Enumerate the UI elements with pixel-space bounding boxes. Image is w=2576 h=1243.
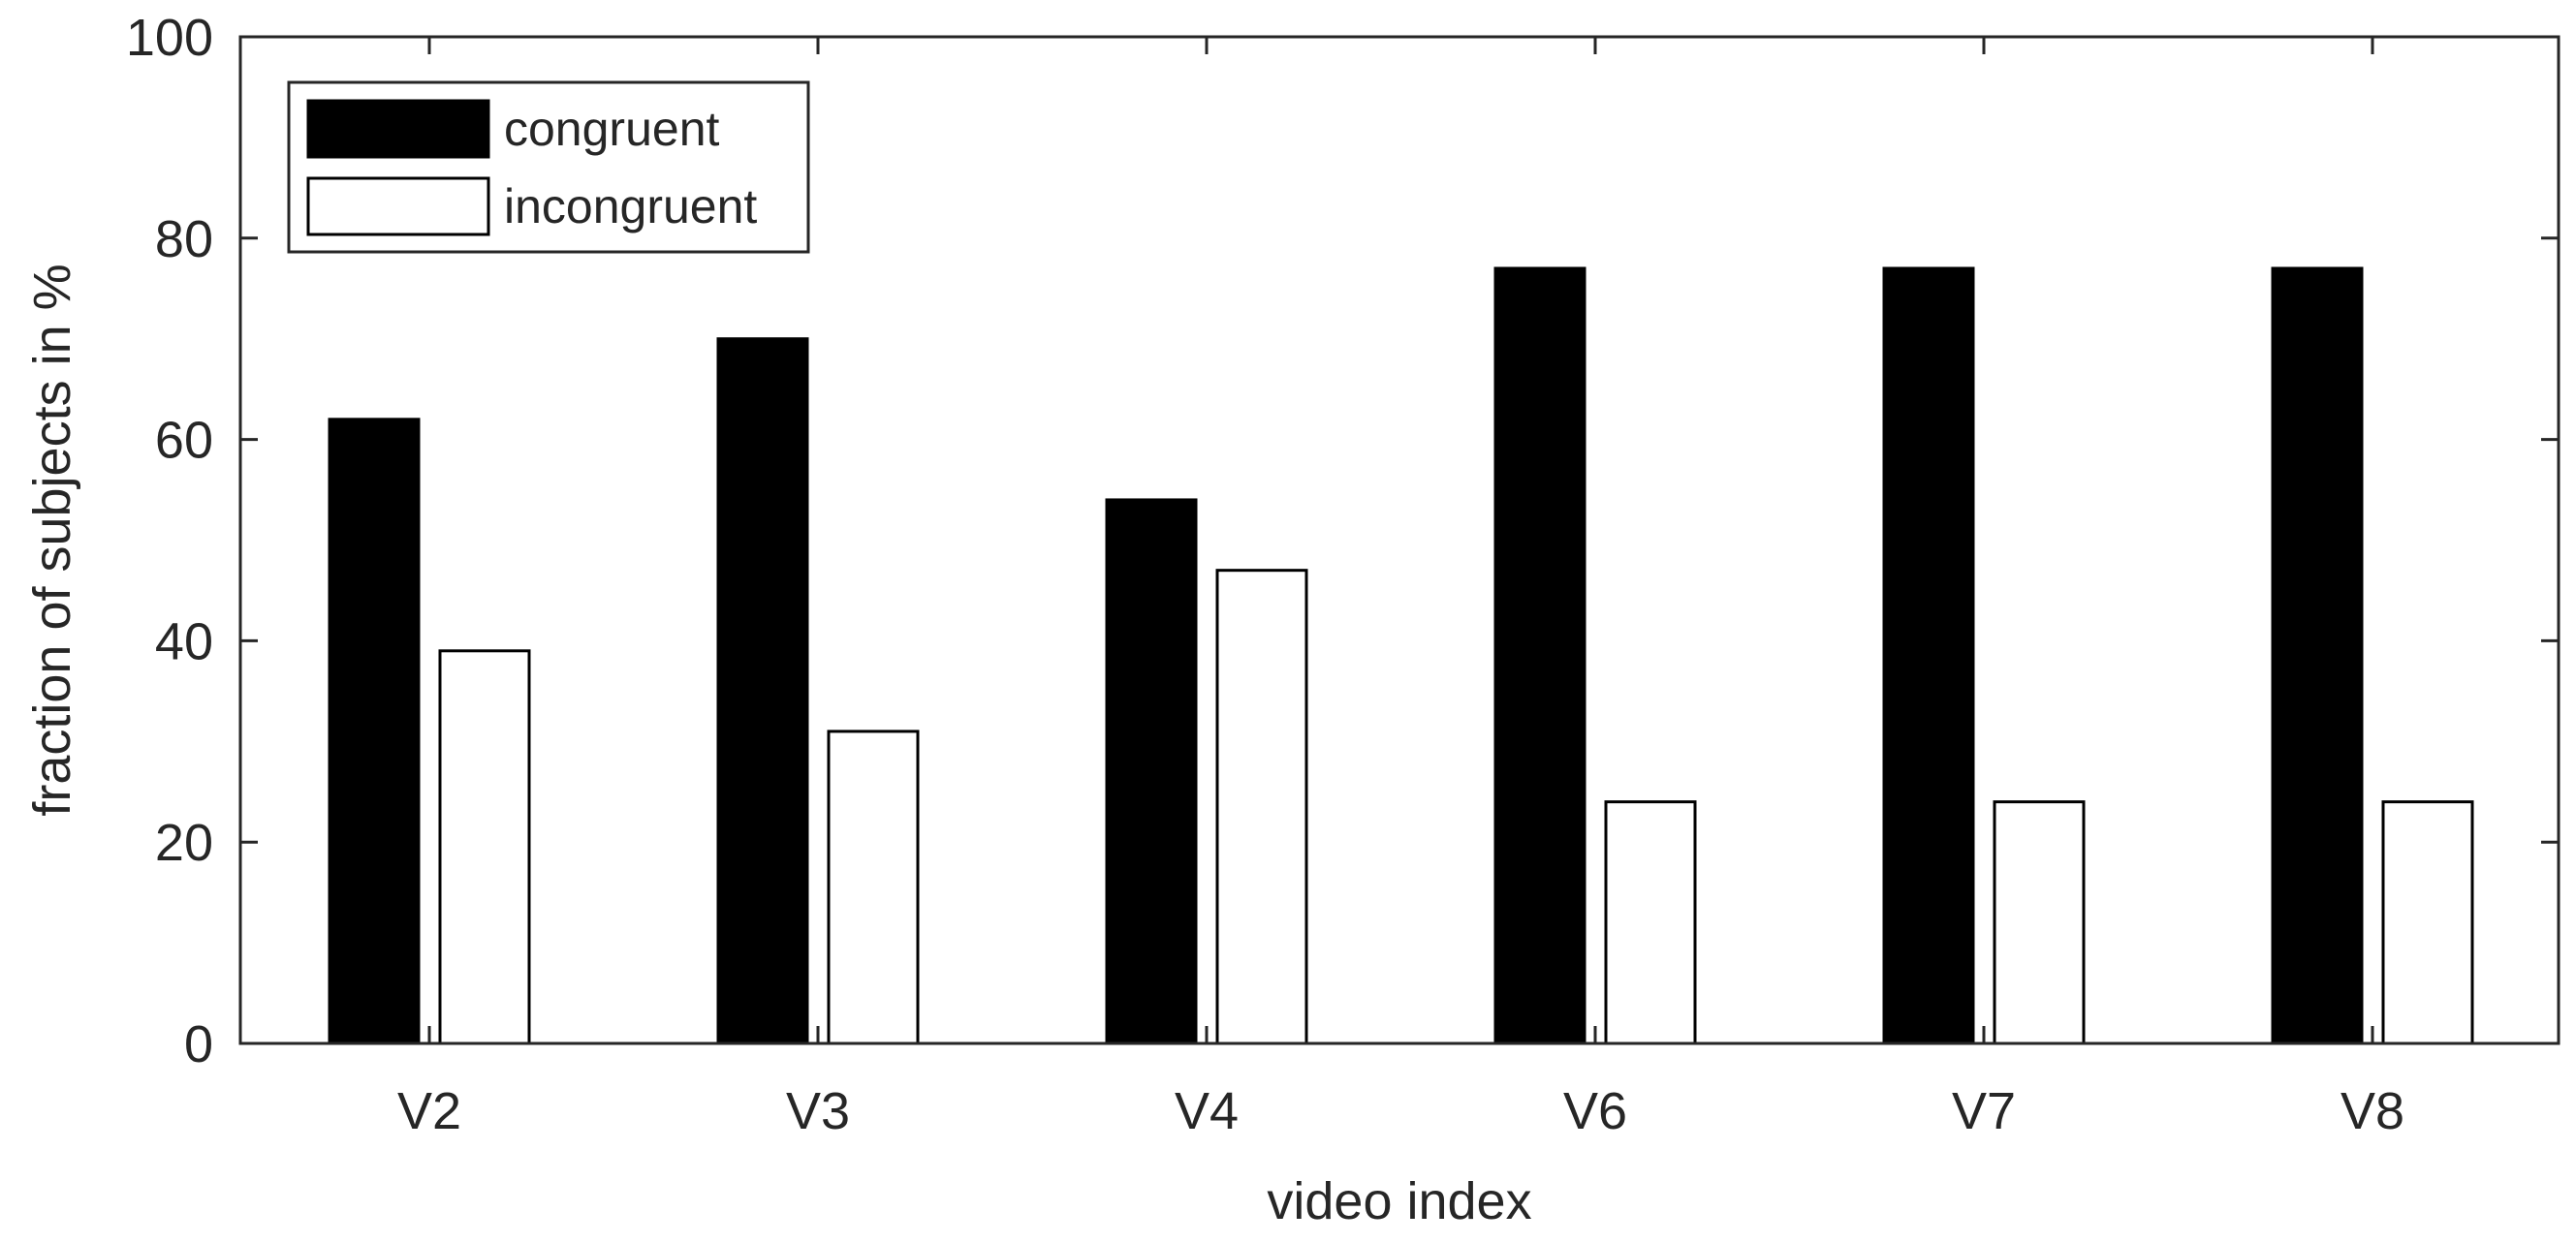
bar-congruent-V7 xyxy=(1882,266,1975,1045)
x-tick-label-V6: V6 xyxy=(1563,1082,1627,1140)
bar-incongruent-V6 xyxy=(1604,800,1697,1045)
y-tick-label-60: 60 xyxy=(155,412,213,470)
y-tick-label-100: 100 xyxy=(126,9,213,67)
x-tick-label-V8: V8 xyxy=(2340,1082,2404,1140)
bar-incongruent-V3 xyxy=(827,730,920,1045)
y-tick-label-0: 0 xyxy=(184,1015,213,1073)
y-tick-label-80: 80 xyxy=(155,210,213,268)
legend-swatch-congruent xyxy=(306,99,490,159)
x-tick-label-V4: V4 xyxy=(1175,1082,1239,1140)
x-tick-label-V3: V3 xyxy=(786,1082,850,1140)
y-tick-label-40: 40 xyxy=(155,612,213,670)
bar-incongruent-V4 xyxy=(1215,569,1308,1045)
bar-incongruent-V8 xyxy=(2381,800,2474,1045)
bar-congruent-V6 xyxy=(1493,266,1586,1045)
y-tick-label-20: 20 xyxy=(155,814,213,872)
bars-layer xyxy=(328,266,2474,1045)
bar-congruent-V2 xyxy=(328,418,421,1045)
bar-incongruent-V2 xyxy=(438,649,531,1045)
legend-label-incongruent: incongruent xyxy=(504,179,757,233)
x-tick-label-V2: V2 xyxy=(397,1082,461,1140)
x-axis-label: video index xyxy=(1267,1172,1531,1230)
x-tick-label-V7: V7 xyxy=(1952,1082,2016,1140)
y-axis-label: fraction of subjects in % xyxy=(23,264,81,816)
legend-swatch-incongruent xyxy=(306,176,490,236)
x-tick-labels: V2 V3 V4 V6 V7 V8 xyxy=(397,1082,2404,1140)
bar-congruent-V3 xyxy=(716,337,809,1045)
plot-area-frame xyxy=(238,35,2560,1045)
legend-label-congruent: congruent xyxy=(504,102,719,156)
bar-incongruent-V7 xyxy=(1993,800,2086,1045)
bar-congruent-V4 xyxy=(1105,498,1198,1045)
bar-congruent-V8 xyxy=(2271,266,2364,1045)
y-tick-labels: 0 20 40 60 80 100 xyxy=(126,9,213,1073)
legend: congruent incongruent xyxy=(287,80,810,254)
